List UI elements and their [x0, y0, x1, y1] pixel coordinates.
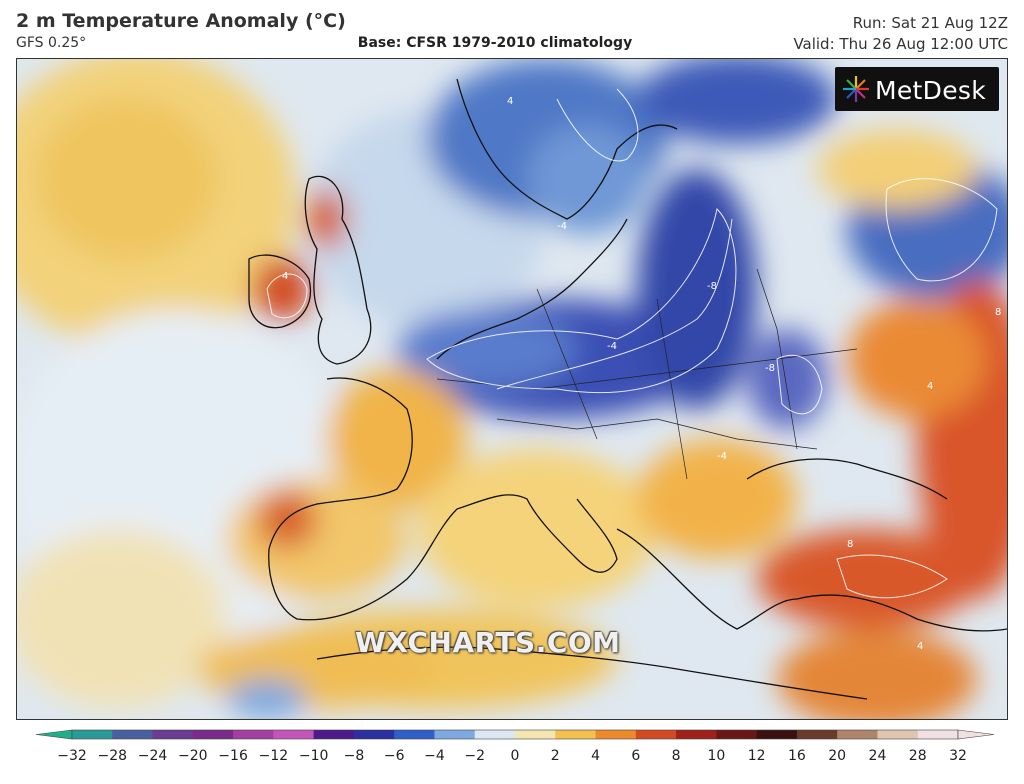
anomaly-map: 4 -4 -4 -8 -8 4 8 4 -4 8 4 4 [16, 58, 1008, 720]
britain-outline [304, 175, 372, 365]
coastlines [248, 78, 1007, 700]
colorbar-segment [233, 730, 274, 739]
colorbar-tick-label: 8 [671, 748, 681, 764]
anomaly-field [17, 59, 1007, 719]
contour-label: 4 [927, 381, 933, 392]
colorbar-segment [595, 730, 637, 739]
model-label: GFS 0.25° [16, 35, 87, 51]
colorbar-arrow-low [35, 729, 73, 740]
colorbar-tick-label: −12 [258, 748, 289, 764]
contour-label: -4 [717, 451, 727, 462]
colorbar-segment [676, 730, 717, 739]
contour-label: 8 [995, 307, 1001, 318]
metdesk-burst-icon [843, 76, 869, 102]
contour-label: 4 [507, 96, 513, 107]
colorbar-tick-label: 20 [828, 748, 847, 764]
colorbar-segment [716, 730, 758, 739]
france-iberia-coast [268, 377, 458, 621]
colorbar-tick-label: 2 [550, 748, 560, 764]
colorbar-tick-label: −20 [178, 748, 208, 764]
metdesk-logo-text: MetDesk [875, 76, 986, 105]
colorbar-tick-label: 24 [868, 748, 887, 764]
colorbar-tick-label: −8 [343, 748, 365, 764]
colorbar-tick-label: −10 [298, 748, 329, 764]
colorbar-segment [515, 730, 556, 739]
map-canvas: 4 -4 -4 -8 -8 4 8 4 -4 8 4 4 [17, 59, 1007, 719]
contour-label: -8 [707, 281, 717, 292]
north-africa-coast [316, 646, 868, 700]
colorbar-segment [474, 730, 516, 739]
colorbar-tick-label: 4 [591, 748, 600, 764]
colorbar-tick-label: −2 [464, 748, 486, 764]
colorbar-segment [313, 730, 355, 739]
black-sea-coast [746, 458, 948, 500]
colorbar-segment [72, 730, 113, 739]
colorbar-segment [152, 730, 194, 739]
colorbar-segment [394, 730, 435, 739]
colorbar-segment [555, 730, 597, 739]
colorbar-segment [112, 730, 154, 739]
colorbar-tick-label: 10 [707, 748, 726, 764]
valid-time-label: Valid: Thu 26 Aug 12:00 UTC [793, 35, 1008, 53]
colorbar-segment [353, 730, 395, 739]
colorbar-tick-label: −4 [424, 748, 445, 764]
colorbar-tick-label: 16 [787, 748, 806, 764]
colorbar-segment [917, 730, 959, 739]
contour-label: -4 [607, 341, 617, 352]
colorbar-tick-label: −6 [383, 748, 405, 764]
colorbar-tick-label: −32 [57, 748, 87, 764]
colorbar-segment [273, 730, 315, 739]
colorbar: −32 −28 −24 −20 −16 −12 −10 −8 −6 −4 −2 0 2 4 6 8 10 12 16… [0, 722, 1024, 784]
contour-label: 4 [282, 271, 288, 282]
italy-coast [456, 494, 618, 573]
contour-label: -4 [557, 221, 567, 232]
colorbar-segment [796, 730, 838, 739]
wxcharts-watermark: WXCHARTS.COM [355, 626, 621, 659]
colorbar-segment [192, 730, 234, 739]
colorbar-arrow-high [957, 729, 995, 740]
colorbar-tick-label: 12 [747, 748, 766, 764]
contour-labels: 4 -4 -4 -8 -8 4 8 4 -4 8 4 4 [282, 96, 1001, 652]
colorbar-tick-label: 0 [510, 748, 520, 764]
contours [266, 88, 998, 599]
ireland-outline [248, 254, 311, 329]
chart-title: 2 m Temperature Anomaly (°C) [16, 10, 346, 32]
base-climatology-label: Base: CFSR 1979-2010 climatology [357, 35, 633, 51]
run-time-label: Run: Sat 21 Aug 12Z [852, 14, 1008, 32]
colorbar-segment [756, 730, 798, 739]
contour-label: 4 [437, 631, 443, 642]
colorbar-segment [877, 730, 919, 739]
contour-label: 8 [847, 539, 853, 550]
scandinavia-coast [456, 78, 678, 220]
colorbar-tick-label: 32 [949, 748, 967, 764]
colorbar-segment [434, 730, 476, 739]
chart-header: 2 m Temperature Anomaly (°C) GFS 0.25° B… [0, 0, 1024, 58]
colorbar-tick-label: 6 [631, 748, 641, 764]
colorbar-tick-label: −24 [137, 748, 168, 764]
colorbar-segment [635, 730, 677, 739]
colorbar-segment [837, 730, 878, 739]
colorbar-tick-label: 28 [908, 748, 927, 764]
colorbar-strip [35, 729, 995, 740]
contour-label: 4 [917, 641, 923, 652]
contour-label: -8 [765, 363, 775, 374]
colorbar-tick-label: −16 [218, 748, 248, 764]
metdesk-logo: MetDesk [835, 67, 999, 111]
balkans-turkey-coast [616, 528, 1007, 632]
colorbar-tick-label: −28 [97, 748, 128, 764]
